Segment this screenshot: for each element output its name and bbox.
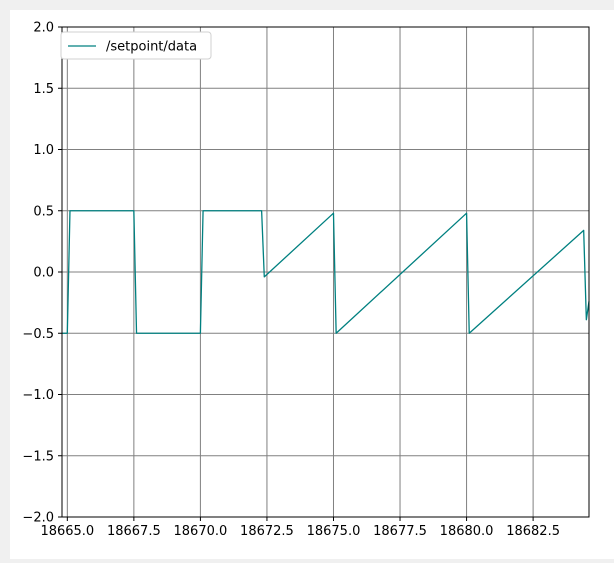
y-tick-label: 0.0 bbox=[33, 266, 54, 281]
figure-background bbox=[10, 10, 614, 559]
y-tick-label: 2.0 bbox=[33, 21, 54, 36]
y-tick-label: −1.5 bbox=[22, 449, 54, 464]
y-tick-label: −2.0 bbox=[22, 511, 54, 526]
x-tick-label: 18677.5 bbox=[373, 524, 427, 539]
x-tick-label: 18675.0 bbox=[307, 524, 361, 539]
x-tick-label: 18682.5 bbox=[506, 524, 560, 539]
x-tick-label: 18670.0 bbox=[174, 524, 228, 539]
y-tick-label: 1.0 bbox=[33, 143, 54, 158]
x-tick-label: 18665.0 bbox=[40, 524, 94, 539]
y-tick-label: −0.5 bbox=[22, 327, 54, 342]
x-tick-label: 18667.5 bbox=[107, 524, 161, 539]
x-tick-label: 18672.5 bbox=[240, 524, 294, 539]
legend: /setpoint/data bbox=[60, 31, 212, 60]
y-tick-label: 0.5 bbox=[33, 204, 54, 219]
x-tick-label: 18680.0 bbox=[440, 524, 494, 539]
y-tick-label: 1.5 bbox=[33, 82, 54, 97]
legend-label: /setpoint/data bbox=[106, 40, 197, 55]
y-tick-label: −1.0 bbox=[22, 388, 54, 403]
series-layer bbox=[62, 210, 590, 334]
series-line bbox=[62, 210, 590, 334]
axis-ticks: 18665.0 18667.5 18670.0 18672.5 18675.0 18677… bbox=[22, 21, 560, 540]
legend-box bbox=[60, 31, 212, 60]
